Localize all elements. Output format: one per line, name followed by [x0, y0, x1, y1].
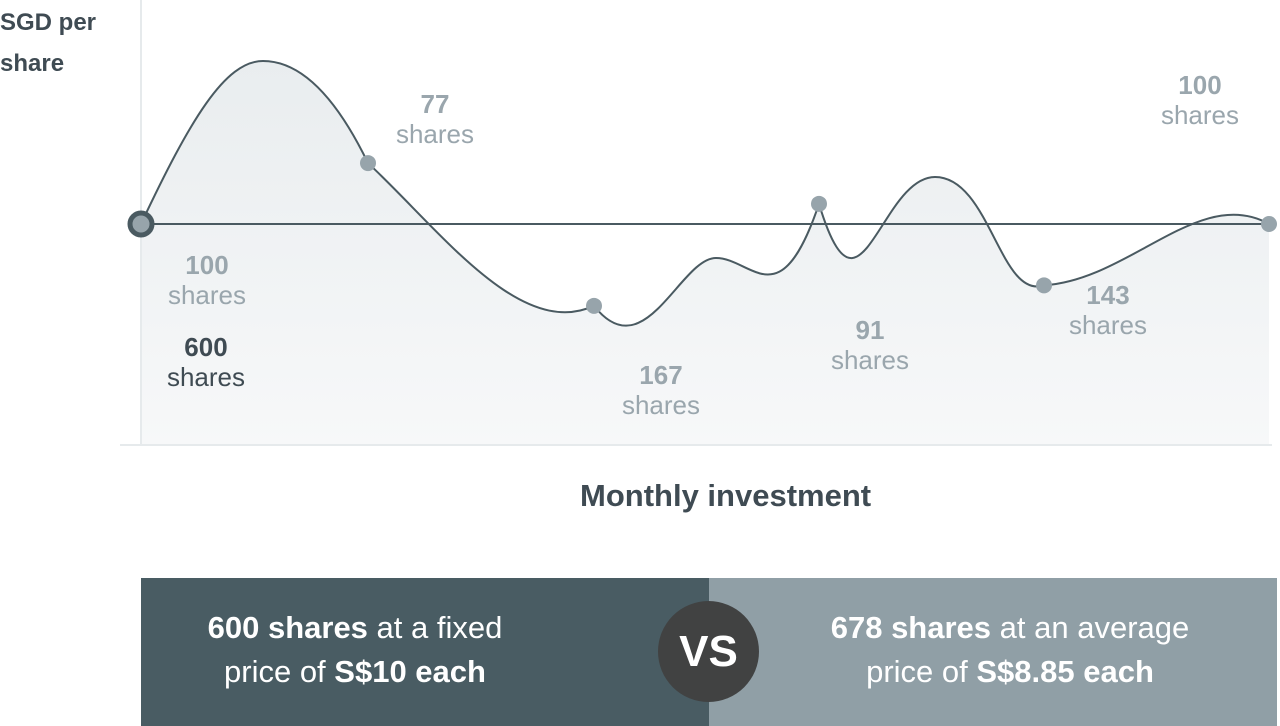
fixed-price-summary-text: 600 shares at a fixed price of S$10 each — [71, 606, 639, 694]
price-curve-series — [140, 59, 1270, 327]
purchase-point-month-3 — [586, 297, 602, 314]
fixed-text-2: price of — [224, 654, 335, 689]
fixed-shares-bold: 600 shares — [207, 610, 368, 645]
average-price-summary-panel: 678 shares at an average price of S$8.85… — [709, 578, 1277, 726]
data-label-number: 167 — [639, 360, 683, 390]
fixed-total-number: 600 — [184, 332, 228, 362]
purchase-point-month-6 — [1261, 216, 1277, 232]
data-label-unit: shares — [830, 345, 910, 375]
data-label-number: 91 — [855, 315, 885, 345]
vs-badge: VS — [658, 601, 759, 702]
average-price-bold: S$8.85 each — [976, 654, 1154, 689]
fixed-price-bold: S$10 each — [334, 654, 486, 689]
y-axis-title-line2: share — [0, 50, 65, 77]
average-text-2: price of — [866, 654, 977, 689]
data-label-number: 100 — [1178, 70, 1222, 100]
data-label-unit: shares — [621, 390, 701, 420]
average-text-1: at an average — [991, 610, 1190, 645]
data-label-month-6: 100 shares — [1155, 70, 1245, 130]
data-label-month-1: 100 shares — [163, 250, 251, 310]
y-axis-title-line1: SGD per — [0, 9, 97, 36]
purchase-point-month-4 — [811, 195, 827, 212]
data-label-unit: shares — [1160, 100, 1240, 130]
fixed-total-unit: shares — [166, 362, 246, 392]
x-axis-title: Monthly investment — [580, 478, 872, 513]
purchase-point-month-1 — [127, 210, 155, 238]
purchase-point-month-5 — [1036, 277, 1052, 294]
fixed-text-1: at a fixed — [367, 610, 503, 645]
fixed-price-summary-panel: 600 shares at a fixed price of S$10 each — [141, 578, 709, 726]
data-label-month-2: 77 shares — [390, 89, 480, 149]
purchase-point-month-2 — [360, 155, 376, 172]
data-label-number: 77 — [420, 89, 450, 119]
chart-plot — [120, 0, 1277, 446]
data-label-unit: shares — [1068, 310, 1148, 340]
data-label-number: 143 — [1086, 280, 1130, 310]
average-price-summary-text: 678 shares at an average price of S$8.85… — [726, 606, 1280, 694]
data-label-unit: shares — [167, 280, 247, 310]
area-fill — [141, 61, 1269, 445]
data-label-month-3: 167 shares — [616, 360, 706, 420]
fixed-total-label: 600 shares — [161, 332, 251, 392]
data-label-unit: shares — [395, 119, 475, 149]
data-label-month-5: 143 shares — [1063, 280, 1153, 340]
data-label-month-4: 91 shares — [825, 315, 915, 375]
y-axis-title: SGD per share — [0, 2, 96, 84]
data-label-number: 100 — [185, 250, 229, 280]
average-shares-bold: 678 shares — [830, 610, 992, 645]
